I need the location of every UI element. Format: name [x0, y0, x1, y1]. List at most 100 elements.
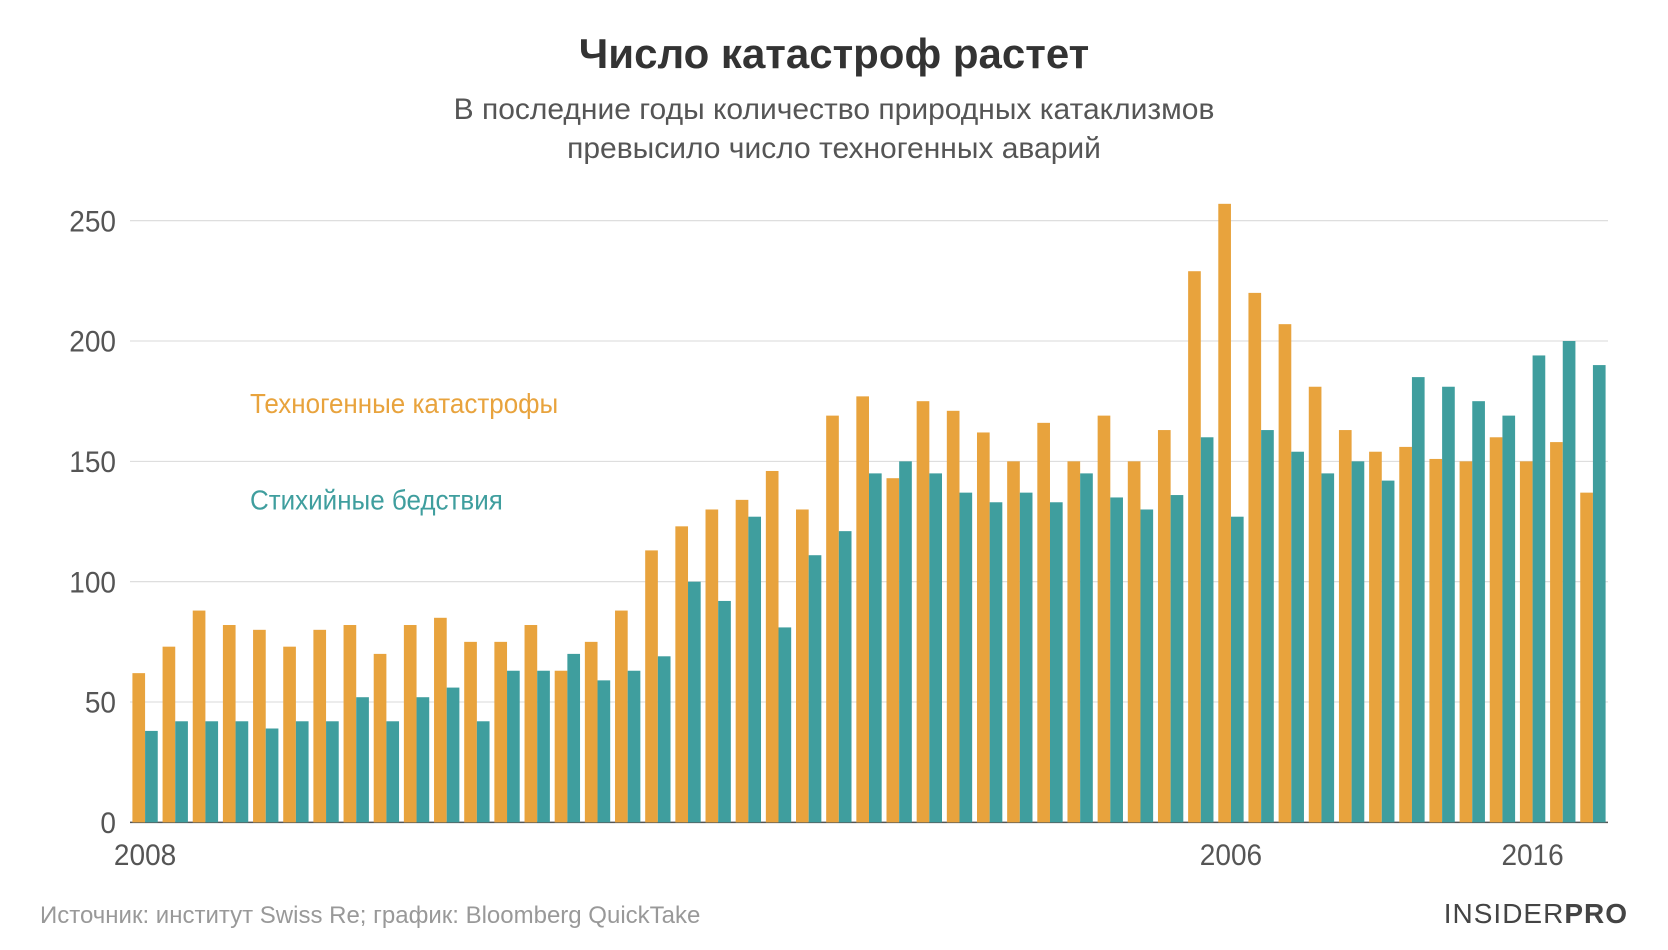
bar-technogenic	[826, 416, 839, 823]
bar-technogenic	[313, 630, 326, 823]
bar-natural	[899, 461, 912, 822]
y-tick-label: 250	[69, 206, 116, 239]
bar-natural	[1231, 517, 1244, 823]
y-tick-label: 0	[100, 807, 116, 840]
bar-technogenic	[706, 509, 719, 822]
bar-natural	[145, 731, 158, 822]
bar-technogenic	[1429, 459, 1442, 822]
grouped-bar-chart: 0 50 100 150 200 250 2008 2006 2016 Техногенные к…	[40, 186, 1628, 886]
bar-natural	[1321, 473, 1334, 822]
bar-technogenic	[645, 550, 658, 822]
bar-technogenic	[1248, 293, 1261, 822]
bar-natural	[175, 721, 188, 822]
bar-technogenic	[434, 618, 447, 823]
y-tick-label: 50	[85, 687, 116, 720]
bar-technogenic	[464, 642, 477, 823]
bar-technogenic	[494, 642, 507, 823]
bar-technogenic	[1037, 423, 1050, 823]
bar-natural	[567, 654, 580, 822]
bar-technogenic	[1309, 387, 1322, 823]
subtitle-line-1: В последние годы количество природных ка…	[454, 93, 1215, 126]
bar-technogenic	[917, 401, 930, 822]
bar-technogenic	[1399, 447, 1412, 822]
bar-natural	[658, 656, 671, 822]
bar-technogenic	[1369, 452, 1382, 823]
bar-technogenic	[977, 432, 990, 822]
bar-natural	[1140, 509, 1153, 822]
bar-natural	[839, 531, 852, 822]
bar-technogenic	[1550, 442, 1563, 822]
bar-technogenic	[1279, 324, 1292, 822]
bar-natural	[1261, 430, 1274, 822]
source-text: Источник: институт Swiss Re; график: Blo…	[40, 902, 700, 930]
bar-natural	[628, 671, 641, 823]
bar-technogenic	[525, 625, 538, 822]
subtitle-line-2: превысило число техногенных аварий	[567, 132, 1101, 165]
bar-technogenic	[163, 647, 176, 823]
bar-natural	[1050, 502, 1063, 822]
bar-technogenic	[585, 642, 598, 823]
bar-natural	[447, 688, 460, 823]
y-tick-label: 200	[69, 326, 116, 359]
bar-natural	[1201, 437, 1214, 822]
bar-technogenic	[283, 647, 296, 823]
bar-technogenic	[374, 654, 387, 822]
bar-technogenic	[132, 673, 145, 822]
bar-technogenic	[1188, 271, 1201, 822]
bar-natural	[718, 601, 731, 822]
brand-light: INSIDER	[1444, 898, 1565, 929]
bar-natural	[507, 671, 520, 823]
bar-natural	[417, 697, 430, 822]
bar-technogenic	[1067, 461, 1080, 822]
bar-technogenic	[947, 411, 960, 823]
bar-technogenic	[1520, 461, 1533, 822]
bar-natural	[598, 680, 611, 822]
chart-subtitle: В последние годы количество природных ка…	[40, 90, 1628, 168]
bar-technogenic	[1218, 204, 1231, 823]
bar-natural	[477, 721, 490, 822]
bar-natural	[929, 473, 942, 822]
bar-natural	[869, 473, 882, 822]
bar-natural	[1593, 365, 1606, 822]
bar-technogenic	[1128, 461, 1141, 822]
bar-technogenic	[1490, 437, 1503, 822]
bar-natural	[959, 493, 972, 823]
bar-natural	[236, 721, 249, 822]
bar-natural	[1502, 416, 1515, 823]
bar-technogenic	[223, 625, 236, 822]
bar-technogenic	[1158, 430, 1171, 822]
bar-technogenic	[1007, 461, 1020, 822]
bar-technogenic	[253, 630, 266, 823]
x-tick-label: 2006	[1200, 839, 1262, 872]
bar-natural	[1533, 355, 1546, 822]
bar-technogenic	[615, 611, 628, 823]
bar-natural	[1382, 481, 1395, 823]
bar-technogenic	[886, 478, 899, 822]
bar-technogenic	[1339, 430, 1352, 822]
bar-natural	[688, 582, 701, 823]
y-tick-label: 150	[69, 446, 116, 479]
bar-technogenic	[1098, 416, 1111, 823]
bar-natural	[1080, 473, 1093, 822]
bar-natural	[809, 555, 822, 822]
bar-natural	[1563, 341, 1576, 822]
bar-natural	[386, 721, 399, 822]
bar-technogenic	[193, 611, 206, 823]
bar-natural	[266, 729, 279, 823]
bar-technogenic	[404, 625, 417, 822]
bar-natural	[1472, 401, 1485, 822]
chart-area: 0 50 100 150 200 250 2008 2006 2016 Техногенные к…	[40, 186, 1628, 886]
brand-bold: PRO	[1564, 898, 1628, 929]
bar-natural	[326, 721, 339, 822]
bar-natural	[1171, 495, 1184, 822]
x-tick-label: 2008	[114, 839, 176, 872]
bar-natural	[779, 627, 792, 822]
bar-natural	[1291, 452, 1304, 823]
bar-natural	[1412, 377, 1425, 822]
legend-natural: Стихийные бедствия	[250, 485, 503, 516]
legend-technogenic: Техногенные катастрофы	[250, 389, 558, 420]
x-tick-label: 2016	[1501, 839, 1563, 872]
bar-natural	[748, 517, 761, 823]
y-tick-label: 100	[69, 567, 116, 600]
bar-natural	[205, 721, 218, 822]
